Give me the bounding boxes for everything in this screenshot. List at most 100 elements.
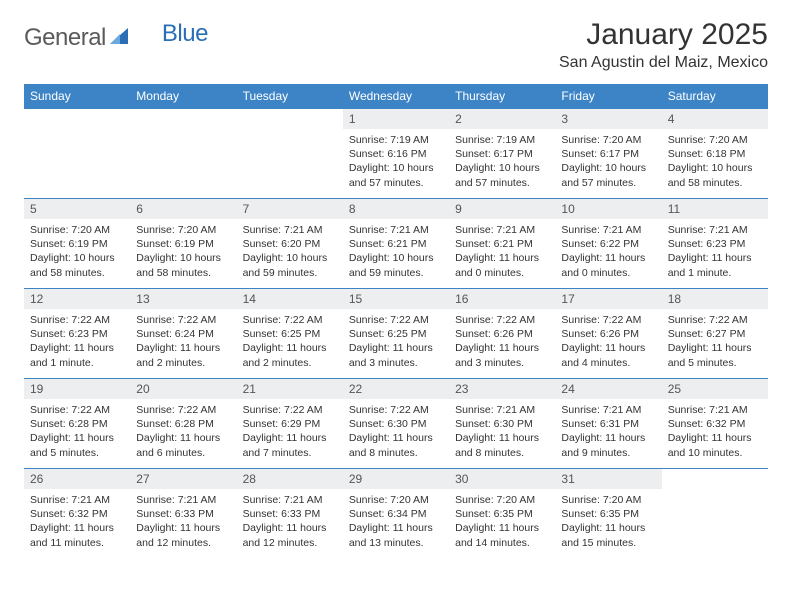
calendar-head: SundayMondayTuesdayWednesdayThursdayFrid… [24,84,768,109]
calendar-day-cell: 19Sunrise: 7:22 AMSunset: 6:28 PMDayligh… [24,379,130,469]
daylight-text-1: Daylight: 11 hours [243,341,337,355]
day-body: Sunrise: 7:20 AMSunset: 6:19 PMDaylight:… [130,219,236,286]
day-number: 14 [237,289,343,309]
daylight-text-2: and 14 minutes. [455,536,549,550]
calendar-day-cell: 30Sunrise: 7:20 AMSunset: 6:35 PMDayligh… [449,469,555,559]
sunrise-text: Sunrise: 7:21 AM [243,223,337,237]
calendar-day-cell: 25Sunrise: 7:21 AMSunset: 6:32 PMDayligh… [662,379,768,469]
daylight-text-1: Daylight: 10 hours [561,161,655,175]
day-number: 17 [555,289,661,309]
sunrise-text: Sunrise: 7:21 AM [455,223,549,237]
daylight-text-2: and 58 minutes. [668,176,762,190]
daylight-text-1: Daylight: 10 hours [243,251,337,265]
calendar-week-row: 26Sunrise: 7:21 AMSunset: 6:32 PMDayligh… [24,469,768,559]
daylight-text-2: and 10 minutes. [668,446,762,460]
brand-name-part2: Blue [162,20,208,48]
day-number: 24 [555,379,661,399]
sunrise-text: Sunrise: 7:22 AM [136,313,230,327]
sunset-text: Sunset: 6:25 PM [243,327,337,341]
daylight-text-2: and 1 minute. [30,356,124,370]
daylight-text-1: Daylight: 10 hours [668,161,762,175]
calendar-day-cell: 2Sunrise: 7:19 AMSunset: 6:17 PMDaylight… [449,109,555,199]
title-block: January 2025 San Agustin del Maiz, Mexic… [559,18,768,72]
day-number: 25 [662,379,768,399]
daylight-text-2: and 13 minutes. [349,536,443,550]
sunrise-text: Sunrise: 7:21 AM [349,223,443,237]
day-body: Sunrise: 7:20 AMSunset: 6:18 PMDaylight:… [662,129,768,196]
sunrise-text: Sunrise: 7:22 AM [30,313,124,327]
day-number: 4 [662,109,768,129]
sunrise-text: Sunrise: 7:20 AM [561,133,655,147]
sunset-text: Sunset: 6:24 PM [136,327,230,341]
sunrise-text: Sunrise: 7:22 AM [30,403,124,417]
brand-logo: General Blue [24,18,208,52]
calendar-day-cell: 23Sunrise: 7:21 AMSunset: 6:30 PMDayligh… [449,379,555,469]
day-number: 21 [237,379,343,399]
calendar-day-cell: 20Sunrise: 7:22 AMSunset: 6:28 PMDayligh… [130,379,236,469]
daylight-text-1: Daylight: 11 hours [30,521,124,535]
sunrise-text: Sunrise: 7:21 AM [136,493,230,507]
sunset-text: Sunset: 6:35 PM [561,507,655,521]
daylight-text-2: and 57 minutes. [455,176,549,190]
day-body: Sunrise: 7:22 AMSunset: 6:25 PMDaylight:… [343,309,449,376]
sunset-text: Sunset: 6:26 PM [455,327,549,341]
daylight-text-1: Daylight: 11 hours [243,521,337,535]
day-body: Sunrise: 7:22 AMSunset: 6:25 PMDaylight:… [237,309,343,376]
sunset-text: Sunset: 6:20 PM [243,237,337,251]
daylight-text-2: and 9 minutes. [561,446,655,460]
sunrise-text: Sunrise: 7:21 AM [455,403,549,417]
day-body: Sunrise: 7:20 AMSunset: 6:19 PMDaylight:… [24,219,130,286]
daylight-text-2: and 5 minutes. [668,356,762,370]
day-number: 26 [24,469,130,489]
calendar-week-row: ...1Sunrise: 7:19 AMSunset: 6:16 PMDayli… [24,109,768,199]
calendar-day-cell: 9Sunrise: 7:21 AMSunset: 6:21 PMDaylight… [449,199,555,289]
calendar-day-cell: 12Sunrise: 7:22 AMSunset: 6:23 PMDayligh… [24,289,130,379]
day-number: 29 [343,469,449,489]
day-number: 15 [343,289,449,309]
day-body: Sunrise: 7:21 AMSunset: 6:33 PMDaylight:… [237,489,343,556]
day-number: 18 [662,289,768,309]
weekday-header: Tuesday [237,84,343,109]
daylight-text-2: and 2 minutes. [243,356,337,370]
location-text: San Agustin del Maiz, Mexico [559,54,768,72]
day-body: Sunrise: 7:19 AMSunset: 6:16 PMDaylight:… [343,129,449,196]
weekday-header: Friday [555,84,661,109]
day-number: 1 [343,109,449,129]
sunset-text: Sunset: 6:21 PM [349,237,443,251]
sunrise-text: Sunrise: 7:20 AM [136,223,230,237]
sunrise-text: Sunrise: 7:22 AM [349,403,443,417]
day-body: Sunrise: 7:20 AMSunset: 6:34 PMDaylight:… [343,489,449,556]
day-body: Sunrise: 7:21 AMSunset: 6:31 PMDaylight:… [555,399,661,466]
calendar-day-cell: 18Sunrise: 7:22 AMSunset: 6:27 PMDayligh… [662,289,768,379]
calendar-day-cell: . [130,109,236,199]
weekday-row: SundayMondayTuesdayWednesdayThursdayFrid… [24,84,768,109]
day-body: Sunrise: 7:21 AMSunset: 6:32 PMDaylight:… [662,399,768,466]
day-number: 8 [343,199,449,219]
sunset-text: Sunset: 6:32 PM [30,507,124,521]
daylight-text-2: and 5 minutes. [30,446,124,460]
sunset-text: Sunset: 6:23 PM [30,327,124,341]
sunset-text: Sunset: 6:18 PM [668,147,762,161]
day-number: 7 [237,199,343,219]
sunset-text: Sunset: 6:26 PM [561,327,655,341]
calendar-day-cell: 8Sunrise: 7:21 AMSunset: 6:21 PMDaylight… [343,199,449,289]
day-body: Sunrise: 7:20 AMSunset: 6:35 PMDaylight:… [449,489,555,556]
daylight-text-1: Daylight: 11 hours [349,521,443,535]
daylight-text-1: Daylight: 11 hours [455,431,549,445]
calendar-week-row: 5Sunrise: 7:20 AMSunset: 6:19 PMDaylight… [24,199,768,289]
day-number: 31 [555,469,661,489]
day-body: Sunrise: 7:22 AMSunset: 6:26 PMDaylight:… [449,309,555,376]
calendar-day-cell: 4Sunrise: 7:20 AMSunset: 6:18 PMDaylight… [662,109,768,199]
sunrise-text: Sunrise: 7:21 AM [30,493,124,507]
sunrise-text: Sunrise: 7:22 AM [561,313,655,327]
calendar-day-cell: . [24,109,130,199]
brand-name-part1: General [24,24,106,52]
sunrise-text: Sunrise: 7:20 AM [349,493,443,507]
daylight-text-1: Daylight: 11 hours [136,431,230,445]
day-number: 10 [555,199,661,219]
day-number: 27 [130,469,236,489]
sunset-text: Sunset: 6:28 PM [30,417,124,431]
sunrise-text: Sunrise: 7:21 AM [243,493,337,507]
daylight-text-2: and 7 minutes. [243,446,337,460]
calendar-day-cell: 29Sunrise: 7:20 AMSunset: 6:34 PMDayligh… [343,469,449,559]
